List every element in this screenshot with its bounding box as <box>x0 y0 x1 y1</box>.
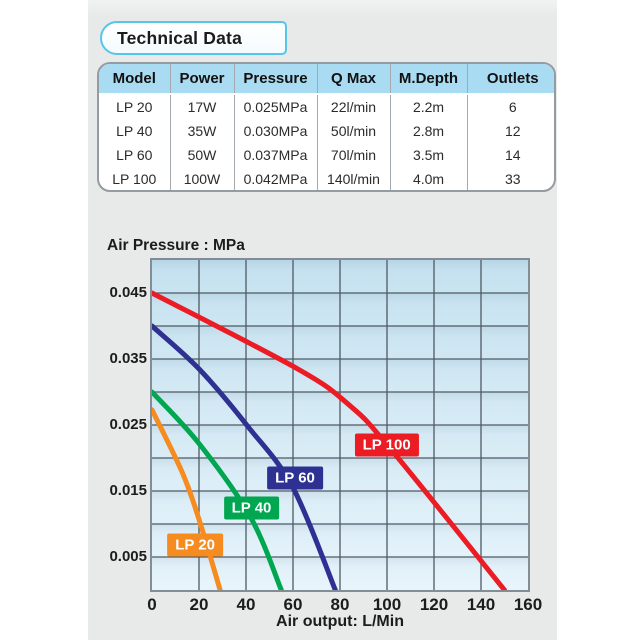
series-label-lp-20: LP 20 <box>167 533 223 557</box>
x-tick-label: 60 <box>283 595 303 614</box>
table-cell: 140l/min <box>316 167 390 190</box>
series-label-lp-60: LP 60 <box>267 466 323 490</box>
table-cell: 0.037MPa <box>233 143 317 167</box>
table-cell: 14 <box>466 143 554 167</box>
chart-canvas <box>152 260 528 590</box>
table-cell: 6 <box>466 94 554 119</box>
table-cell: LP 40 <box>116 123 153 139</box>
column-header: Outlets <box>466 64 554 95</box>
table-cell: 2.8m <box>389 119 467 143</box>
table-cell: 0.042MPa <box>233 167 317 190</box>
table-row: LP 40 35W 0.030MPa 50l/min 2.8m 12 <box>99 119 554 143</box>
y-axis-title: Air Pressure : MPa <box>107 237 245 254</box>
series-label-lp-40: LP 40 <box>223 496 280 520</box>
table-cell: 22l/min <box>316 94 390 119</box>
curve-lp-20 <box>152 407 223 590</box>
table-cell: 4.0m <box>389 167 467 190</box>
table-cell: 2.2m <box>389 94 467 119</box>
table-cell: LP 20 <box>116 99 153 115</box>
curve-lp-100 <box>152 290 507 590</box>
table-cell: 50W <box>169 143 234 167</box>
column-header: Power <box>169 64 234 95</box>
column-header: M.Depth <box>389 64 467 95</box>
y-tick-label: 0.015 <box>109 482 147 499</box>
table-cell: LP 60 <box>116 147 153 163</box>
x-tick-label: 40 <box>236 595 256 614</box>
column-header: Q Max <box>316 64 390 95</box>
table-row: LP 20 17W 0.025MPa 22l/min 2.2m 6 <box>99 94 554 119</box>
x-tick-label: 0 <box>147 595 157 614</box>
y-tick-label: 0.035 <box>109 350 147 367</box>
table-cell: 100W <box>169 167 234 190</box>
y-tick-label: 0.045 <box>109 284 147 301</box>
table-cell: 70l/min <box>316 143 390 167</box>
table-row: LP 100 100W 0.042MPa 140l/min 4.0m 33 <box>99 167 554 190</box>
table-cell: 35W <box>169 119 234 143</box>
curve-lp-60 <box>152 323 338 590</box>
table-cell: LP 100 <box>112 171 157 187</box>
table-row: LP 60 50W 0.037MPa 70l/min 3.5m 14 <box>99 143 554 167</box>
page-title: Technical Data <box>100 21 287 55</box>
table-cell: 3.5m <box>389 143 467 167</box>
table-cell: 17W <box>169 94 234 119</box>
column-header: Model <box>99 64 170 95</box>
series-label-lp-100: LP 100 <box>354 433 419 457</box>
curve-lp-40 <box>152 389 284 590</box>
x-tick-label: 100 <box>372 595 402 614</box>
table-cell: 0.025MPa <box>233 94 317 119</box>
spec-table: Model Power Pressure Q Max M.Depth Outlets LP… <box>97 62 556 192</box>
spec-table-body: LP 20 17W 0.025MPa 22l/min 2.2m 6 LP 40 35W 0.03… <box>99 94 554 190</box>
x-tick-label: 140 <box>466 595 496 614</box>
x-tick-label: 80 <box>330 595 350 614</box>
spec-table-header-row: Model Power Pressure Q Max M.Depth Outlets <box>99 64 554 95</box>
x-tick-label: 160 <box>513 595 543 614</box>
x-tick-label: 20 <box>189 595 209 614</box>
x-axis-title: Air output: L/Min <box>276 613 404 630</box>
column-header: Pressure <box>233 64 317 95</box>
plot-area: LP 20 LP 40 LP 60 LP 100 <box>150 258 530 592</box>
y-tick-label: 0.005 <box>109 548 147 565</box>
table-cell: 12 <box>466 119 554 143</box>
x-tick-label: 120 <box>419 595 449 614</box>
table-cell: 50l/min <box>316 119 390 143</box>
table-cell: 33 <box>466 167 554 190</box>
y-tick-label: 0.025 <box>109 416 147 433</box>
table-cell: 0.030MPa <box>233 119 317 143</box>
